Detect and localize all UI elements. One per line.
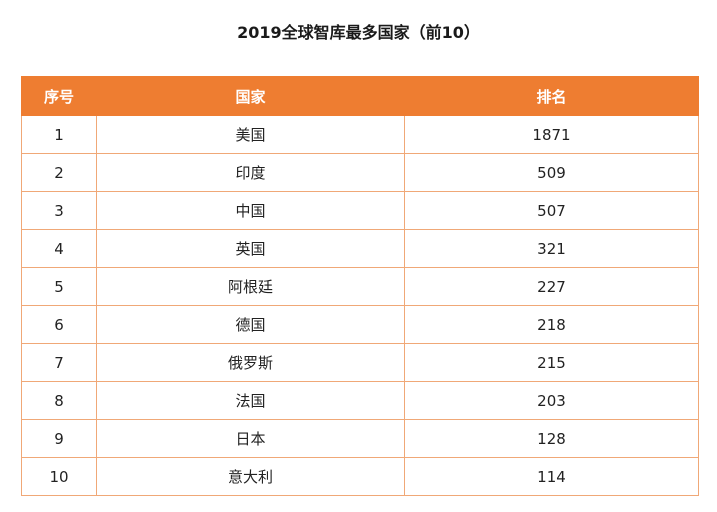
row-country: 中国 — [96, 191, 405, 230]
row-count: 507 — [404, 191, 699, 230]
header-index: 序号 — [21, 76, 97, 116]
header-row: 序号 国家 排名 — [21, 76, 699, 116]
row-count: 215 — [404, 343, 699, 382]
row-index: 2 — [21, 153, 97, 192]
ranking-table: 序号 国家 排名 1 美国 1871 2 印度 509 3 中国 507 4 英… — [21, 76, 699, 496]
table-row: 8 法国 203 — [21, 381, 699, 420]
row-index: 6 — [21, 305, 97, 344]
header-count: 排名 — [404, 76, 699, 116]
header-country: 国家 — [96, 76, 405, 116]
row-count: 227 — [404, 267, 699, 306]
row-count: 1871 — [404, 115, 699, 154]
table-row: 3 中国 507 — [21, 191, 699, 230]
row-country: 印度 — [96, 153, 405, 192]
row-index: 4 — [21, 229, 97, 268]
row-index: 9 — [21, 419, 97, 458]
row-index: 1 — [21, 115, 97, 154]
row-index: 3 — [21, 191, 97, 230]
row-index: 7 — [21, 343, 97, 382]
row-count: 128 — [404, 419, 699, 458]
table-row: 6 德国 218 — [21, 305, 699, 344]
row-country: 意大利 — [96, 457, 405, 496]
page-title: 2019全球智库最多国家（前10） — [237, 23, 480, 42]
row-country: 德国 — [96, 305, 405, 344]
table-row: 10 意大利 114 — [21, 457, 699, 496]
row-count: 321 — [404, 229, 699, 268]
row-count: 203 — [404, 381, 699, 420]
row-country: 法国 — [96, 381, 405, 420]
table-body: 1 美国 1871 2 印度 509 3 中国 507 4 英国 321 5 阿… — [21, 115, 699, 496]
row-country: 日本 — [96, 419, 405, 458]
row-country: 阿根廷 — [96, 267, 405, 306]
table-row: 5 阿根廷 227 — [21, 267, 699, 306]
row-country: 美国 — [96, 115, 405, 154]
row-index: 10 — [21, 457, 97, 496]
table-row: 9 日本 128 — [21, 419, 699, 458]
table-row: 7 俄罗斯 215 — [21, 343, 699, 382]
table-header: 序号 国家 排名 — [21, 76, 699, 116]
table-row: 2 印度 509 — [21, 153, 699, 192]
row-count: 114 — [404, 457, 699, 496]
row-index: 5 — [21, 267, 97, 306]
row-index: 8 — [21, 381, 97, 420]
row-count: 218 — [404, 305, 699, 344]
row-country: 英国 — [96, 229, 405, 268]
table-row: 4 英国 321 — [21, 229, 699, 268]
table-row: 1 美国 1871 — [21, 115, 699, 154]
row-country: 俄罗斯 — [96, 343, 405, 382]
row-count: 509 — [404, 153, 699, 192]
